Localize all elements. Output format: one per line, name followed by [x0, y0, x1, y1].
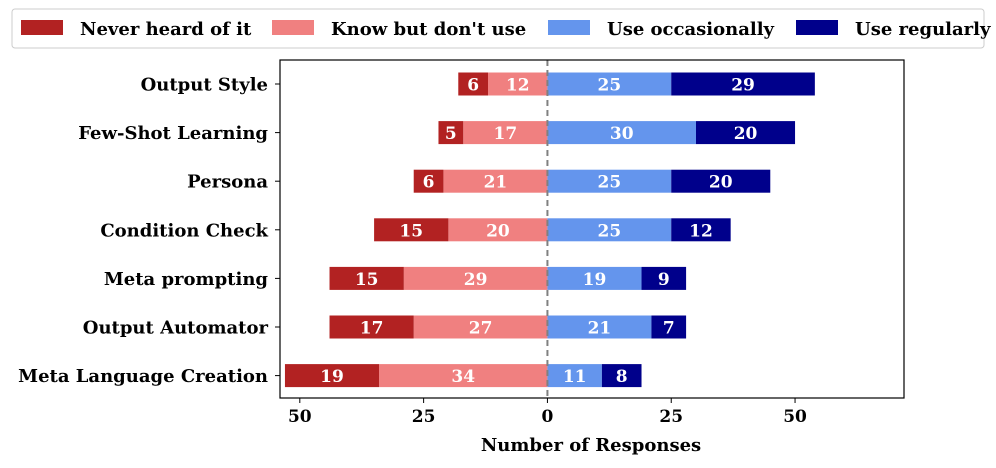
legend-swatch-never-heard-of-it — [21, 20, 63, 35]
bar-value-label: 30 — [610, 124, 634, 144]
bar-use-regularly-output-style — [671, 72, 815, 96]
legend-swatch-use-regularly — [796, 20, 838, 35]
bar-value-label: 17 — [360, 319, 384, 339]
x-tick-label: 50 — [288, 407, 312, 427]
bar-value-label: 19 — [583, 270, 607, 290]
bar-value-label: 25 — [597, 221, 621, 241]
plot-area: 12 6 25 29 17 5 30 20 21 6 25 20 20 15 25 12 29 15 19 9 27 17… — [279, 59, 905, 399]
plot-frame — [279, 59, 905, 399]
bar-value-label: 15 — [355, 270, 379, 290]
category-label: Meta Language Creation — [18, 366, 268, 387]
bar-know-but-don-t-use-output-automator — [413, 315, 548, 339]
category-label: Output Automator — [83, 318, 269, 339]
bar-use-occasionally-condition-check — [547, 218, 672, 242]
bar-use-regularly-output-automator — [651, 315, 687, 339]
bar-value-label: 20 — [486, 221, 510, 241]
category-label: Persona — [187, 172, 268, 193]
y-axis: Output Style Few-Shot Learning Persona Cond… — [18, 75, 280, 387]
bar-use-occasionally-meta-language-creation — [547, 364, 602, 388]
bar-know-but-don-t-use-meta-language-creation — [379, 364, 548, 388]
bar-never-heard-of-it-persona — [413, 169, 444, 193]
x-tick-label: 25 — [412, 407, 436, 427]
bar-use-regularly-condition-check — [671, 218, 731, 242]
category-label: Meta prompting — [104, 269, 269, 290]
legend-label: Use regularly — [855, 19, 991, 40]
legend-swatch-use-occasionally — [548, 20, 590, 35]
x-tick-label: 25 — [659, 407, 683, 427]
bar-use-regularly-meta-language-creation — [601, 364, 642, 388]
legend: Never heard of it Know but don't use Use o… — [11, 8, 991, 49]
bar-never-heard-of-it-meta-language-creation — [284, 364, 380, 388]
bar-value-label: 34 — [451, 367, 475, 387]
bar-value-label: 9 — [658, 270, 670, 290]
legend-box — [11, 8, 985, 49]
bar-use-occasionally-persona — [547, 169, 672, 193]
bar-use-occasionally-meta-prompting — [547, 266, 642, 290]
bar-value-label: 15 — [399, 221, 423, 241]
bar-value-label: 29 — [464, 270, 488, 290]
bar-use-occasionally-few-shot-learning — [547, 121, 696, 145]
legend-swatch-know-but-don-t-use — [272, 20, 314, 35]
bar-never-heard-of-it-few-shot-learning — [438, 121, 464, 145]
bar-never-heard-of-it-output-style — [458, 72, 488, 96]
bar-value-label: 6 — [467, 76, 479, 96]
bar-value-label: 20 — [709, 173, 733, 193]
bar-never-heard-of-it-output-automator — [329, 315, 414, 339]
bar-value-label: 21 — [484, 173, 508, 193]
x-tick-label: 50 — [783, 407, 807, 427]
bar-use-regularly-persona — [671, 169, 771, 193]
bar-value-label: 29 — [731, 76, 755, 96]
category-label: Output Style — [141, 75, 268, 96]
legend-label: Know but don't use — [331, 19, 526, 40]
bar-use-occasionally-output-style — [547, 72, 672, 96]
bar-value-label: 8 — [616, 367, 628, 387]
bar-value-label: 21 — [588, 319, 612, 339]
bar-value-label: 12 — [506, 76, 530, 96]
bar-know-but-don-t-use-output-style — [488, 72, 548, 96]
bar-value-label: 25 — [597, 76, 621, 96]
bar-value-label: 19 — [320, 367, 344, 387]
bar-know-but-don-t-use-few-shot-learning — [463, 121, 548, 145]
bar-value-label: 7 — [663, 319, 675, 339]
bar-value-label: 11 — [563, 367, 587, 387]
bar-know-but-don-t-use-meta-prompting — [403, 266, 548, 290]
bar-value-label: 20 — [734, 124, 758, 144]
bar-value-label: 12 — [689, 221, 713, 241]
bar-value-label: 5 — [445, 124, 457, 144]
legend-label: Never heard of it — [80, 19, 252, 40]
bar-use-regularly-few-shot-learning — [696, 121, 796, 145]
bar-value-label: 27 — [469, 319, 493, 339]
bar-use-occasionally-output-automator — [547, 315, 652, 339]
x-axis: 50 25 0 25 50 — [288, 398, 807, 427]
x-tick-label: 0 — [542, 407, 554, 427]
bar-use-regularly-meta-prompting — [641, 266, 687, 290]
bar-know-but-don-t-use-condition-check — [448, 218, 548, 242]
bar-never-heard-of-it-meta-prompting — [329, 266, 404, 290]
bar-value-label: 17 — [493, 124, 517, 144]
bar-never-heard-of-it-condition-check — [374, 218, 449, 242]
x-axis-label: Number of Responses — [481, 435, 701, 456]
category-label: Few-Shot Learning — [78, 123, 268, 144]
category-label: Condition Check — [100, 220, 268, 241]
legend-label: Use occasionally — [607, 19, 775, 40]
bar-value-label: 6 — [423, 173, 435, 193]
bar-value-label: 25 — [597, 173, 621, 193]
bar-know-but-don-t-use-persona — [443, 169, 548, 193]
